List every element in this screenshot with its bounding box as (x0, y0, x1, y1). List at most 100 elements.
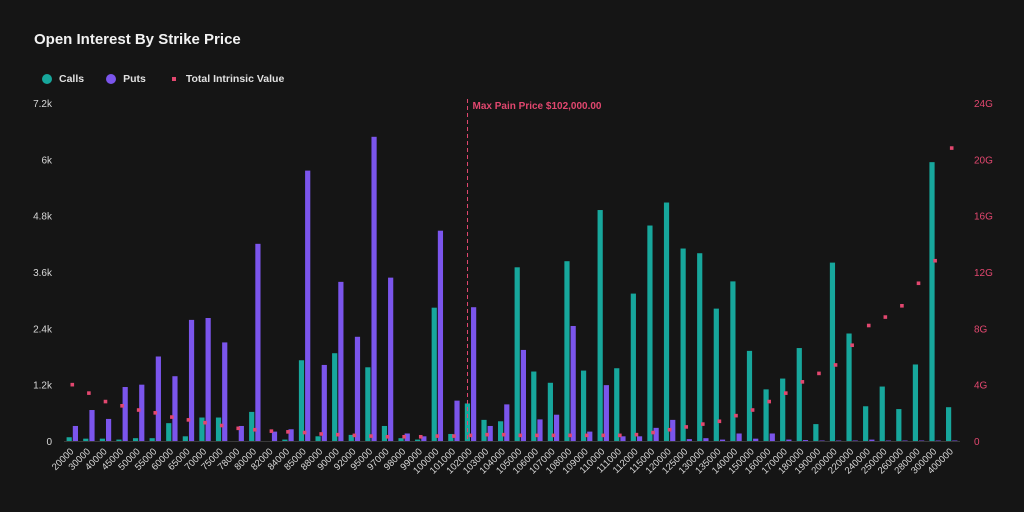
intrinsic-marker-280000 (916, 281, 921, 286)
intrinsic-marker-65000 (186, 418, 191, 422)
puts-bar-112000 (636, 436, 643, 441)
puts-bar-82000 (271, 431, 278, 441)
puts-bar-105000 (520, 349, 526, 441)
intrinsic-marker-250000 (883, 315, 888, 319)
calls-bar-105000 (514, 267, 520, 441)
calls-bar-20000 (66, 437, 72, 441)
puts-bar-70000 (205, 318, 211, 441)
intrinsic-marker-400000 (949, 146, 954, 150)
intrinsic-marker-130000 (701, 422, 705, 426)
calls-bar-115000 (647, 225, 653, 441)
puts-bar-20000 (72, 425, 78, 441)
y-axis-right: 0 4G 8G 12G 16G 20G 24G (974, 99, 993, 448)
calls-bar-92000 (348, 434, 354, 441)
intrinsic-marker-82000 (269, 429, 274, 433)
intrinsic-marker-140000 (734, 413, 738, 418)
calls-bar-55000 (149, 438, 155, 441)
puts-bar-102000 (471, 307, 477, 441)
intrinsic-marker-190000 (817, 371, 821, 376)
legend-intrinsic-marker (171, 77, 176, 81)
legend-item-calls[interactable]: Calls (42, 73, 84, 85)
puts-bar-109000 (587, 431, 593, 441)
intrinsic-marker-160000 (767, 399, 771, 404)
intrinsic-marker-105000 (518, 433, 523, 438)
y-right-tick-label: 4G (974, 381, 988, 392)
calls-bar-130000 (697, 253, 703, 441)
intrinsic-marker-108000 (568, 433, 572, 438)
puts-bar-160000 (769, 433, 775, 441)
calls-bar-111000 (614, 368, 620, 441)
puts-bar-60000 (172, 376, 178, 441)
puts-bar-97000 (388, 277, 394, 441)
puts-bar-120000 (670, 419, 676, 441)
intrinsic-marker-90000 (335, 432, 340, 437)
calls-bar-107000 (547, 382, 553, 441)
intrinsic-marker-107000 (551, 433, 556, 438)
puts-bar-75000 (222, 342, 228, 441)
y-right-tick-label: 20G (974, 155, 993, 166)
puts-bar-95000 (371, 136, 377, 442)
y-axis-left: 0 1.2k 2.4k 3.6k 4.8k 6k 7.2k (33, 99, 960, 448)
intrinsic-marker-98000 (402, 434, 406, 439)
intrinsic-marker-104000 (501, 432, 506, 437)
intrinsic-marker-92000 (352, 433, 357, 438)
intrinsic-marker-240000 (866, 323, 871, 328)
puts-bar-125000 (686, 439, 692, 441)
chart-title: Open Interest By Strike Price (34, 31, 241, 48)
max-pain-label: Max Pain Price $102,000.00 (473, 101, 602, 112)
intrinsic-marker-20000 (70, 382, 75, 387)
calls-bar-101000 (448, 433, 454, 441)
calls-bar-85000 (298, 360, 305, 441)
y-left-tick-label: 2.4k (33, 324, 53, 335)
puts-bar-110000 (603, 385, 609, 441)
intrinsic-marker-80000 (253, 427, 257, 432)
calls-bar-88000 (315, 436, 321, 441)
intrinsic-marker-200000 (833, 363, 838, 367)
calls-bar-106000 (531, 371, 537, 441)
puts-bar-135000 (719, 439, 726, 441)
legend-item-intrinsic[interactable]: Total Intrinsic Value (168, 73, 284, 85)
intrinsic-marker-125000 (684, 425, 689, 429)
puts-bar-45000 (122, 387, 128, 441)
intrinsic-marker-84000 (286, 430, 290, 434)
intrinsic-marker-55000 (153, 411, 158, 415)
calls-bar-84000 (282, 439, 288, 441)
y-left-tick-label: 0 (46, 437, 52, 448)
calls-bar-120000 (663, 202, 670, 441)
calls-bar-45000 (116, 439, 122, 441)
calls-bar-103000 (481, 419, 487, 441)
legend-item-puts[interactable]: Puts (106, 73, 146, 85)
calls-bar-280000 (912, 364, 919, 441)
calls-bar-160000 (763, 389, 769, 441)
intrinsic-marker-101000 (452, 434, 456, 438)
legend-puts-label: Puts (123, 73, 146, 85)
puts-bar-50000 (139, 384, 145, 441)
intrinsic-marker-115000 (651, 430, 655, 435)
bar-series (66, 136, 958, 442)
intrinsic-marker-300000 (933, 258, 937, 263)
puts-bar-240000 (869, 439, 875, 441)
intrinsic-marker-135000 (717, 419, 722, 424)
legend-calls-marker (42, 74, 52, 84)
y-right-tick-label: 0 (974, 437, 980, 448)
intrinsic-marker-30000 (87, 391, 91, 395)
intrinsic-marker-97000 (385, 434, 390, 439)
puts-bar-104000 (504, 404, 510, 441)
puts-bar-100000 (437, 230, 444, 441)
y-right-tick-label: 8G (974, 324, 988, 335)
puts-bar-84000 (288, 429, 294, 441)
puts-bar-98000 (404, 433, 410, 441)
intrinsic-marker-109000 (584, 433, 589, 438)
puts-bar-99000 (421, 436, 427, 441)
puts-bar-92000 (354, 336, 361, 441)
calls-bar-112000 (630, 293, 636, 441)
intrinsic-marker-102000 (468, 433, 473, 438)
calls-bar-180000 (796, 348, 802, 441)
calls-bar-99000 (415, 439, 421, 441)
puts-bar-111000 (620, 436, 626, 441)
puts-bar-40000 (105, 418, 112, 441)
calls-bar-104000 (498, 421, 504, 441)
x-axis-labels: 2000030000400004500050000550006000065000… (50, 446, 956, 476)
y-left-tick-label: 6k (41, 155, 53, 166)
